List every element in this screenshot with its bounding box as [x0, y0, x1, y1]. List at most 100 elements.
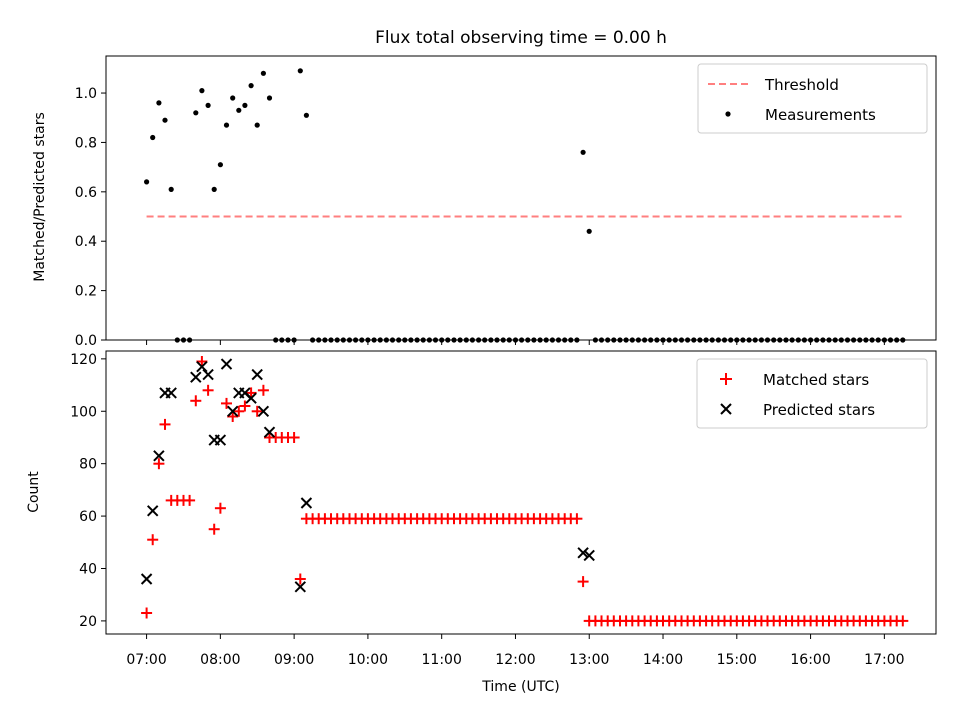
measurement-point — [297, 68, 303, 74]
legend-measurements-label: Measurements — [765, 106, 876, 124]
measurement-point — [254, 122, 260, 128]
top-legend: Threshold Measurements — [697, 63, 928, 134]
bottom-y-tick-label: 80 — [79, 457, 97, 473]
measurement-point — [162, 117, 168, 123]
matched-star-point — [141, 607, 153, 619]
predicted-star-point — [263, 426, 276, 438]
predicted-star-point — [202, 368, 214, 381]
bottom-y-tick-label: 20 — [79, 614, 97, 630]
predicted-star-point — [577, 547, 589, 559]
bottom-y-axis-label: Count — [26, 471, 42, 513]
bottom-x-tick-label: 11:00 — [422, 652, 462, 668]
predicted-star-point — [140, 573, 153, 585]
measurement-point — [168, 186, 174, 192]
predicted-star-point — [153, 450, 165, 462]
predicted-star-point — [226, 405, 239, 418]
bottom-legend-box — [696, 358, 928, 429]
measurement-point — [211, 186, 217, 192]
matched-star-point — [251, 405, 263, 417]
bottom-plot-area — [140, 356, 909, 627]
predicted-star-point — [251, 368, 263, 381]
bottom-x-tick-label: 16:00 — [790, 652, 830, 668]
predicted-star-point — [583, 549, 595, 562]
measurement-point — [193, 110, 199, 116]
measurement-point — [248, 83, 254, 89]
top-y-tick-label: 0.2 — [75, 284, 97, 300]
bottom-x-tick-label: 07:00 — [126, 652, 166, 668]
predicted-star-point — [294, 581, 307, 593]
matched-star-point — [577, 576, 589, 588]
top-chart-title: Flux total observing time = 0.00 h — [375, 28, 667, 48]
matched-star-point — [245, 387, 257, 399]
bottom-plot-frame — [105, 350, 937, 635]
predicted-star-point — [245, 392, 257, 404]
top-y-axis-label: Matched/Predicted stars — [32, 112, 48, 282]
bottom-x-tick-label: 09:00 — [274, 652, 314, 668]
measurement-point — [156, 100, 162, 106]
measurement-point — [230, 95, 236, 101]
measurement-point — [586, 228, 592, 234]
measurement-point — [580, 149, 586, 155]
top-y-axis: 0.0 0.2 0.4 0.6 0.8 1.0 — [75, 86, 106, 349]
bottom-y-tick-label: 100 — [70, 404, 97, 420]
bottom-x-tick-label: 12:00 — [495, 652, 535, 668]
predicted-star-point — [257, 405, 270, 418]
matched-star-point — [571, 513, 583, 525]
matched-star-point — [208, 523, 220, 535]
predicted-star-point — [196, 360, 208, 373]
bottom-x-tick-label: 08:00 — [200, 652, 240, 668]
legend-matched-label: Matched stars — [763, 371, 869, 389]
bottom-x-tick-label: 17:00 — [864, 652, 904, 668]
bottom-x-axis-label: Time (UTC) — [481, 679, 559, 695]
matched-star-point — [233, 405, 245, 417]
measurement-point — [144, 179, 150, 185]
top-y-tick-label: 0.6 — [75, 185, 97, 201]
bottom-x-tick-label: 14:00 — [643, 652, 683, 668]
legend-threshold-label: Threshold — [764, 76, 839, 94]
top-x-axis — [146, 340, 885, 345]
bottom-y-tick-label: 40 — [79, 561, 97, 577]
top-y-tick-label: 0.0 — [75, 333, 97, 349]
legend-matched-swatch — [720, 373, 732, 385]
matched-star-point — [257, 384, 269, 396]
measurement-point — [266, 95, 273, 101]
matched-star-point — [184, 494, 196, 506]
measurement-point — [223, 122, 230, 128]
predicted-star-point — [214, 434, 227, 446]
matched-star-point — [239, 400, 251, 412]
top-panel: Flux total observing time = 0.00 h Match… — [32, 28, 937, 349]
top-y-tick-label: 0.8 — [75, 135, 97, 151]
matched-star-point — [897, 615, 909, 627]
predicted-star-point — [300, 497, 313, 509]
matched-star-point — [214, 502, 226, 514]
bottom-y-tick-label: 120 — [70, 352, 97, 368]
bottom-x-axis: 07:00 08:00 09:00 10:00 11:00 12:00 13:00 14:00… — [126, 634, 905, 668]
matched-star-point — [153, 458, 165, 470]
matched-star-point — [221, 397, 232, 409]
bottom-x-tick-label: 13:00 — [569, 652, 609, 668]
matched-star-point — [202, 384, 214, 396]
predicted-star-point — [146, 505, 159, 517]
measurement-point — [199, 88, 205, 94]
measurement-point — [205, 102, 211, 108]
predicted-star-point — [190, 371, 202, 383]
matched-star-point — [147, 534, 159, 546]
measurement-point — [260, 70, 266, 76]
bottom-y-tick-label: 60 — [79, 509, 97, 525]
top-legend-box — [697, 63, 928, 134]
bottom-panel: Count Time (UTC) 20 40 60 80 100 120 07:00 08:… — [26, 350, 937, 695]
matched-star-point — [196, 356, 208, 367]
bottom-x-tick-label: 10:00 — [348, 652, 388, 668]
top-y-tick-label: 0.4 — [75, 234, 97, 250]
measurement-point — [303, 112, 309, 118]
bottom-legend: Matched stars Predicted stars — [696, 358, 928, 429]
bottom-y-axis: 20 40 60 80 100 120 — [70, 352, 106, 630]
legend-predicted-swatch — [720, 403, 732, 415]
matched-star-point — [288, 432, 300, 443]
measurement-point — [217, 162, 223, 168]
measurement-point — [236, 107, 242, 113]
measurement-point — [150, 134, 156, 141]
legend-measurements-swatch — [725, 111, 731, 117]
matched-star-point — [227, 411, 239, 422]
